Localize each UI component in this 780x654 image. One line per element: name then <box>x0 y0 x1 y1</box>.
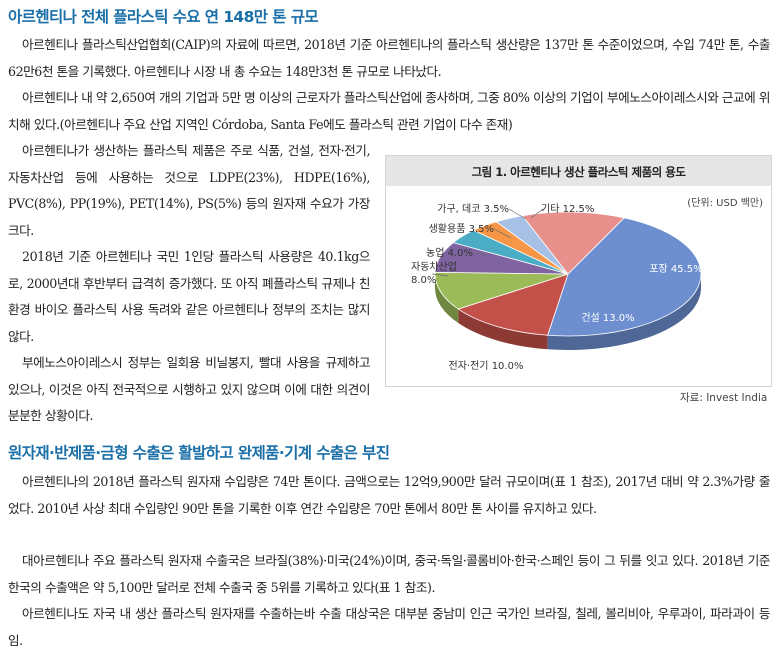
pie-label-5: 생활용품 3.5% <box>429 222 494 235</box>
pie-slice-1 <box>457 273 569 336</box>
pie-slice-0 <box>547 217 702 337</box>
figure-source: 자료: Invest India <box>680 392 768 404</box>
pie-slice-7 <box>521 211 626 275</box>
paragraph-exporters: 대아르헨티나 주요 플라스틱 원자재 수출국은 브라질(38%)·미국(24%)… <box>8 553 770 595</box>
pie-side-2 <box>435 274 459 324</box>
section-heading-exports: 원자재·반제품·금형 수출은 활발하고 완제품·기계 수출은 부진 <box>8 444 390 462</box>
pie-leader-line-0 <box>473 252 487 256</box>
pie-slice-2 <box>434 271 569 310</box>
paragraph-export-destinations: 아르헨티나도 자국 내 생산 플라스틱 원자재를 수출하는바 수출 대상국은 대… <box>8 606 770 648</box>
pie-label-3: 자동차산업 8.0% <box>411 260 457 286</box>
pie-leader-line-1 <box>493 228 512 239</box>
figure-title: 그림 1. 아르헨티나 생산 플라스틱 제품의 용도 <box>471 165 686 179</box>
pie-label-4: 농업 4.0% <box>426 246 473 259</box>
pie-chart: 포장 45.5% 건설 13.0% 전자·전기 10.0% 자동차산업 8.0%농업 4… <box>411 203 703 372</box>
figure-unit: (단위: USD 백만) <box>687 198 763 209</box>
pie-side-0 <box>547 274 701 350</box>
pie-leader-line-3 <box>530 208 544 219</box>
section-heading-demand: 아르헨티나 전체 플라스틱 수요 연 148만 톤 규모 <box>8 8 319 26</box>
pie-leader-line-2 <box>508 208 527 220</box>
pie-label-1: 건설 13.0% <box>581 312 634 324</box>
paragraph-per-capita: 2018년 기준 아르헨티나 국민 1인당 플라스틱 사용량은 40.1kg으로… <box>8 249 370 344</box>
figure-title-bar <box>386 156 771 186</box>
pie-label-6: 가구, 데코 3.5% <box>437 203 509 215</box>
pie-leader-line-4 <box>431 273 449 277</box>
pie-label-7: 기타 12.5% <box>541 203 594 215</box>
paragraph-products: 아르헨티나가 생산하는 플라스틱 제품은 주로 식품, 건설, 전자·전기, 자… <box>8 143 370 238</box>
pie-side-1 <box>458 309 548 350</box>
pie-label-2: 전자·전기 10.0% <box>449 360 524 372</box>
paragraph-imports: 아르헨티나의 2018년 플라스틱 원자재 수입량은 74만 톤이다. 금액으로… <box>8 474 770 516</box>
figure-pie-chart: 그림 1. 아르헨티나 생산 플라스틱 제품의 용도 (단위: USD 백만) … <box>385 155 772 387</box>
paragraph-companies: 아르헨티나 내 약 2,650여 개의 기업과 5만 명 이상의 근로자가 플라… <box>8 90 771 132</box>
paragraph-production: 아르헨티나 플라스틱산업협회(CAIP)의 자료에 따르면, 2018년 기준 … <box>8 37 770 79</box>
paragraph-regulation: 부에노스아이레스시 정부는 일회용 비닐봉지, 빨대 사용을 규제하고 있으나,… <box>8 355 370 423</box>
pie-label-0: 포장 45.5% <box>649 263 702 275</box>
